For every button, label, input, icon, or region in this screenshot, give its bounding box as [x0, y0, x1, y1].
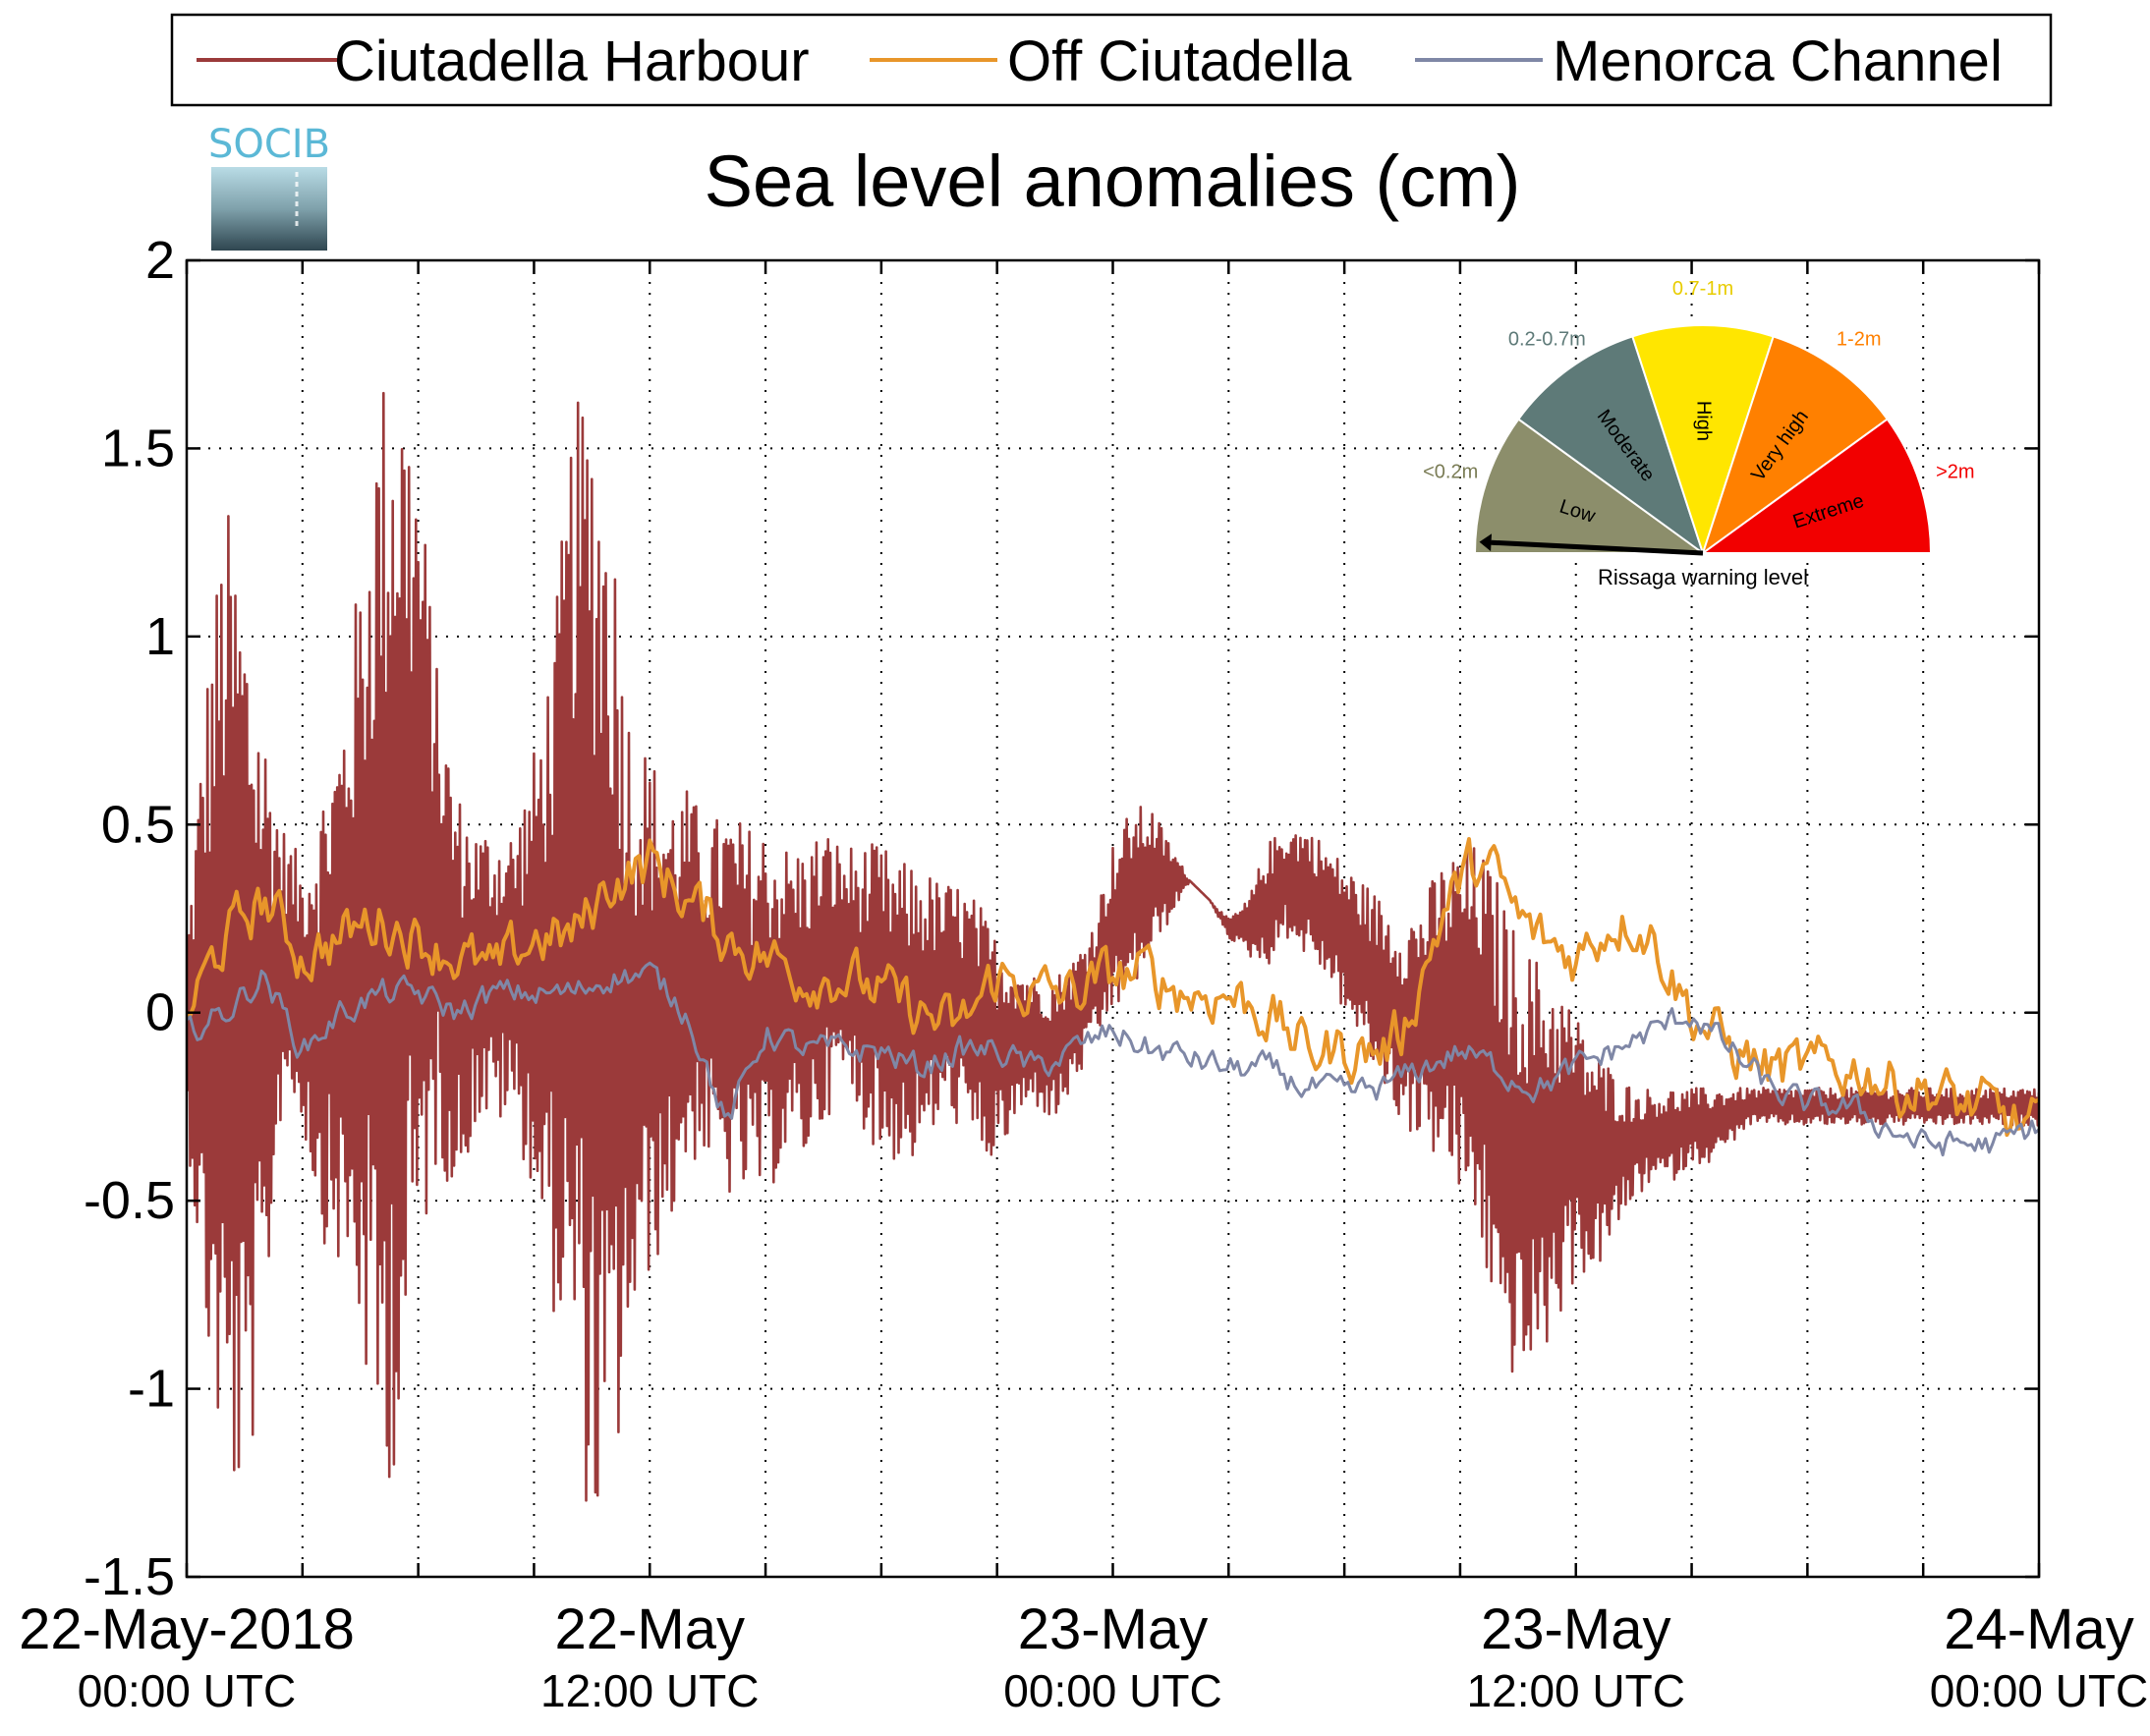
gauge-range-label: 0.2-0.7m — [1508, 329, 1586, 351]
axis-ticks — [185, 258, 2041, 1579]
gauge-segment — [1516, 335, 1705, 556]
x-tick-label-time: 12:00 UTC — [540, 1665, 759, 1716]
gauge-needle-head — [1479, 533, 1492, 552]
chart-title: Sea level anomalies (cm) — [705, 140, 1521, 222]
gauge-segment — [1473, 418, 1707, 554]
series-line-ciutadella-harbour — [187, 391, 2039, 1502]
legend-label: Off Ciutadella — [1007, 29, 1352, 93]
gauge-range-label: 1-2m — [1837, 329, 1882, 351]
gauge-segment — [1699, 418, 1933, 554]
gauge-segment — [1701, 335, 1890, 556]
gauge-range-label: >2m — [1936, 462, 1974, 483]
x-tick-label-date: 22-May — [555, 1597, 745, 1661]
y-tick-label: -0.5 — [84, 1171, 175, 1230]
legend-label: Menorca Channel — [1553, 29, 2003, 93]
legend-label: Ciutadella Harbour — [334, 29, 810, 93]
legend: Ciutadella Harbour Off Ciutadella Menorca … — [170, 13, 2053, 107]
x-tick-label-date: 22-May-2018 — [19, 1597, 355, 1661]
gauge-segment-label: High — [1693, 401, 1715, 441]
x-tick-label-date: 24-May — [1944, 1597, 2133, 1661]
y-tick-label: 0 — [145, 983, 175, 1042]
x-tick-label-time: 00:00 UTC — [1930, 1665, 2148, 1716]
gauge-segment — [1631, 324, 1775, 557]
y-tick-label: 1 — [145, 607, 175, 666]
series-layer — [187, 391, 2039, 1502]
x-tick-label-time: 12:00 UTC — [1467, 1665, 1685, 1716]
x-tick-label-date: 23-May — [1481, 1597, 1670, 1661]
x-tick-label-date: 23-May — [1018, 1597, 1208, 1661]
socib-logo-text: SOCIB — [208, 122, 330, 167]
gauge-range-label: <0.2m — [1423, 462, 1478, 483]
y-tick-label: 1.5 — [101, 419, 175, 477]
x-tick-label-time: 00:00 UTC — [78, 1665, 296, 1716]
y-tick-label: -1.5 — [84, 1547, 175, 1606]
series-line-menorca-channel — [187, 961, 2039, 1157]
socib-logo: SOCIB — [208, 122, 330, 251]
y-axis-tick-labels: -1.5 -1 -0.5 0 0.5 1 1.5 2 — [84, 231, 175, 1606]
x-tick-label-time: 00:00 UTC — [1003, 1665, 1221, 1716]
gauge-caption: Rissaga warning level — [1598, 565, 1808, 589]
gauge-needle — [1491, 539, 1704, 556]
y-tick-label: 2 — [145, 231, 175, 290]
y-tick-label: -1 — [128, 1360, 175, 1419]
y-tick-label: 0.5 — [101, 795, 175, 854]
gauge-range-label: 0.7-1m — [1672, 278, 1733, 300]
